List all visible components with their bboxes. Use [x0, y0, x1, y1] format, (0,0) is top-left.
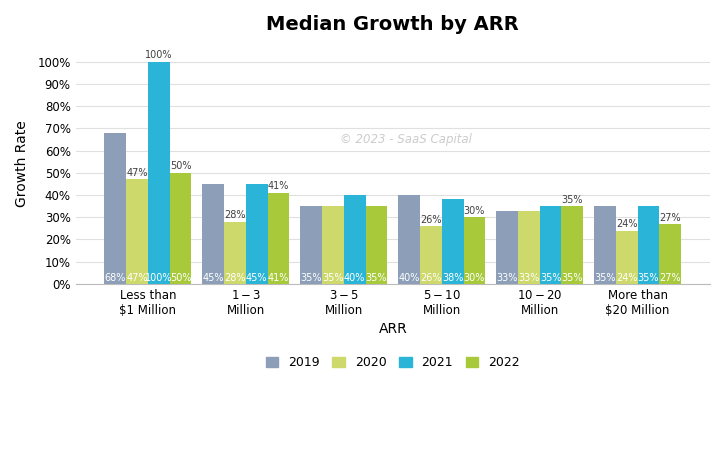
Text: 24%: 24%: [616, 273, 637, 283]
Text: 28%: 28%: [224, 273, 246, 283]
Text: 40%: 40%: [399, 273, 420, 283]
Y-axis label: Growth Rate: Growth Rate: [15, 121, 29, 207]
Bar: [126, 180, 148, 284]
Text: 50%: 50%: [170, 273, 191, 283]
Text: 40%: 40%: [344, 273, 365, 283]
Text: 45%: 45%: [246, 273, 268, 283]
Text: 33%: 33%: [518, 273, 539, 283]
Text: 35%: 35%: [322, 273, 344, 283]
Text: 41%: 41%: [268, 181, 289, 191]
Text: 26%: 26%: [420, 273, 442, 283]
Text: 68%: 68%: [104, 273, 126, 283]
Text: 47%: 47%: [126, 168, 148, 178]
Bar: [322, 206, 344, 284]
Text: 27%: 27%: [660, 213, 681, 223]
Title: Median Growth by ARR: Median Growth by ARR: [266, 15, 519, 34]
Text: 24%: 24%: [616, 219, 637, 229]
Bar: [344, 195, 365, 284]
Bar: [594, 206, 616, 284]
Text: 41%: 41%: [268, 273, 289, 283]
Text: 45%: 45%: [202, 273, 224, 283]
Bar: [496, 211, 518, 284]
Bar: [616, 231, 637, 284]
Bar: [268, 193, 289, 284]
Bar: [442, 199, 463, 284]
Bar: [104, 133, 126, 284]
Text: 35%: 35%: [562, 273, 583, 283]
Text: 100%: 100%: [145, 273, 173, 283]
Bar: [246, 184, 268, 284]
Text: 100%: 100%: [145, 50, 173, 60]
Text: 27%: 27%: [660, 273, 681, 283]
Text: 35%: 35%: [365, 273, 387, 283]
Bar: [202, 184, 224, 284]
Bar: [420, 226, 442, 284]
Text: 38%: 38%: [442, 273, 463, 283]
Bar: [518, 211, 539, 284]
Text: 35%: 35%: [638, 273, 659, 283]
X-axis label: ARR: ARR: [378, 322, 407, 336]
Bar: [148, 62, 170, 284]
Text: 33%: 33%: [497, 273, 518, 283]
Text: 35%: 35%: [300, 273, 322, 283]
Legend: 2019, 2020, 2021, 2022: 2019, 2020, 2021, 2022: [261, 351, 525, 374]
Bar: [561, 206, 583, 284]
Bar: [224, 222, 246, 284]
Bar: [170, 173, 191, 284]
Text: 47%: 47%: [126, 273, 148, 283]
Text: © 2023 - SaaS Capital: © 2023 - SaaS Capital: [339, 133, 471, 146]
Bar: [463, 217, 485, 284]
Text: 35%: 35%: [540, 273, 561, 283]
Text: 50%: 50%: [170, 161, 191, 171]
Text: 35%: 35%: [594, 273, 616, 283]
Bar: [398, 195, 420, 284]
Text: 35%: 35%: [562, 195, 583, 205]
Bar: [365, 206, 387, 284]
Bar: [660, 224, 681, 284]
Text: 30%: 30%: [464, 206, 485, 216]
Text: 26%: 26%: [420, 215, 442, 225]
Text: 30%: 30%: [464, 273, 485, 283]
Bar: [539, 206, 561, 284]
Bar: [300, 206, 322, 284]
Text: 28%: 28%: [224, 210, 246, 220]
Bar: [637, 206, 660, 284]
